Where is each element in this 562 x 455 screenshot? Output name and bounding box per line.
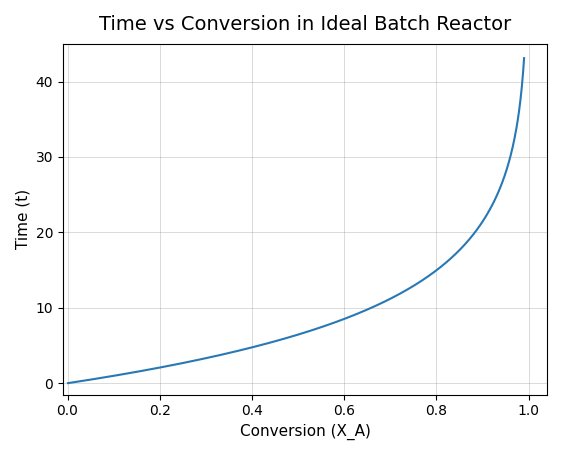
X-axis label: Conversion (X_A): Conversion (X_A) (239, 424, 370, 440)
Y-axis label: Time (t): Time (t) (15, 189, 30, 249)
Title: Time vs Conversion in Ideal Batch Reactor: Time vs Conversion in Ideal Batch Reacto… (99, 15, 511, 34)
